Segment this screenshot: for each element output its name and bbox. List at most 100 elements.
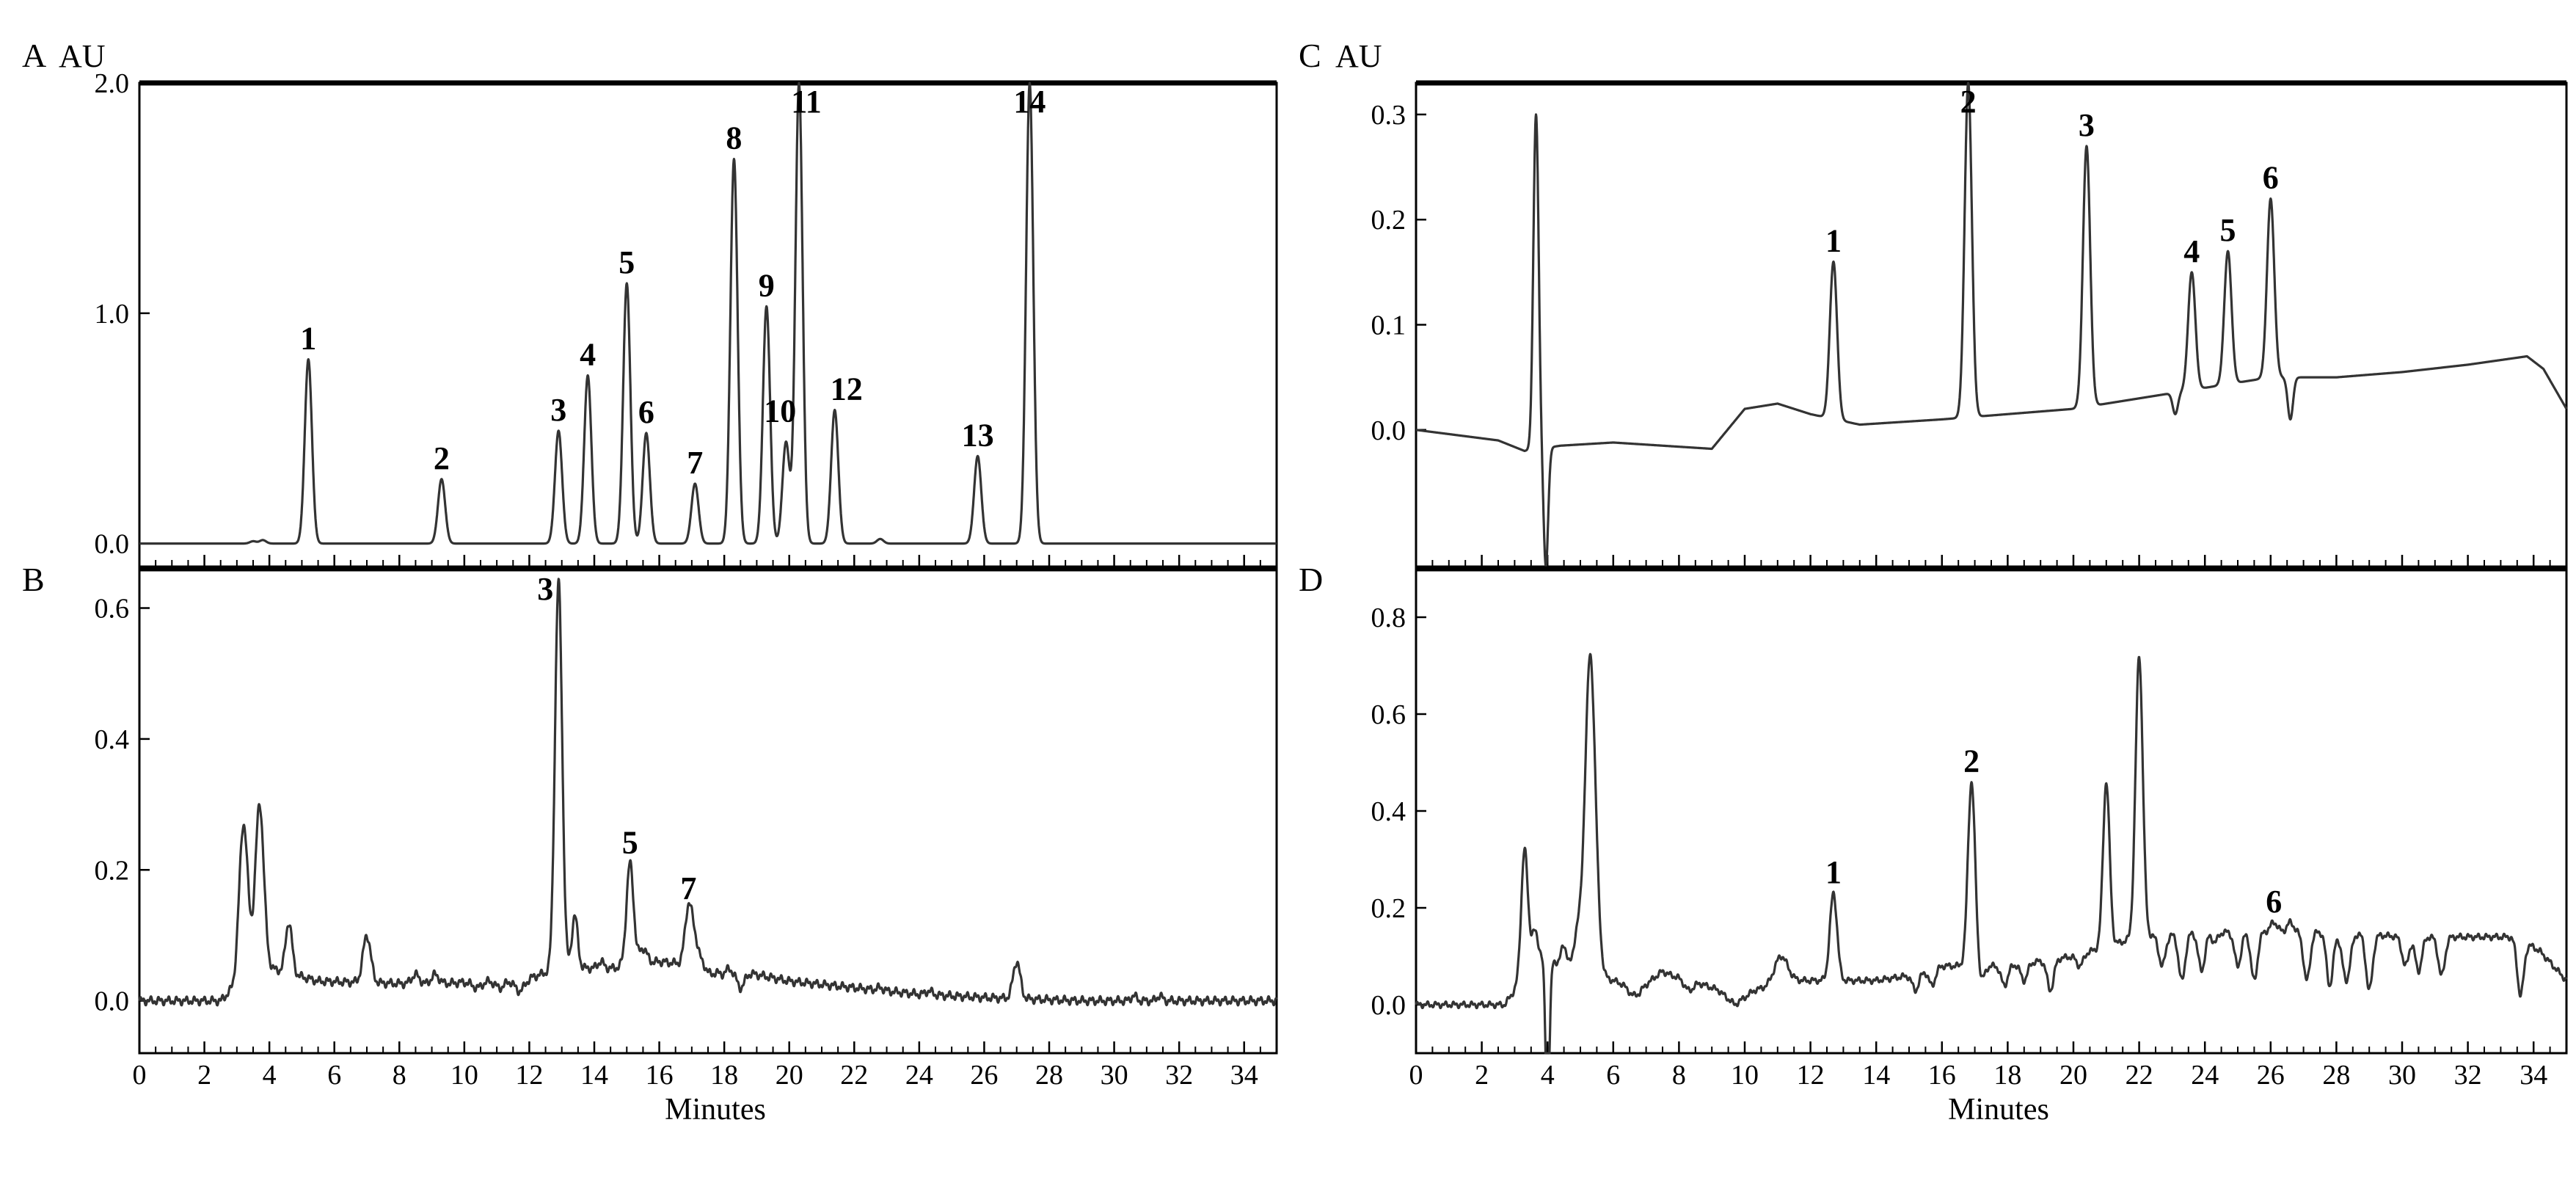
- panel-a-peak-label-6: 6: [638, 394, 654, 430]
- panel-d-trace: [1415, 652, 2568, 1055]
- panel-b-xtick-label: 20: [776, 1060, 803, 1091]
- panel-b-trace: [138, 578, 1278, 1007]
- panel-c-trace: [1415, 81, 2568, 568]
- panel-a-peak-label-5: 5: [619, 244, 635, 280]
- panel-c-xticks: [1415, 555, 2567, 567]
- panel-a-ytick-label: 0.0: [95, 529, 130, 560]
- panel-d-ytick-label: 0.2: [1371, 893, 1406, 924]
- panel-a-ytick-label: 2.0: [95, 68, 130, 99]
- panel-d-xtick-label: 14: [1862, 1060, 1890, 1091]
- panel-b-xtick-label: 4: [263, 1060, 277, 1091]
- panel-c-frame: [1415, 81, 2568, 568]
- panel-d-xlabel: Minutes: [1948, 1093, 2049, 1127]
- panel-a-peak-label-13: 13: [962, 417, 994, 453]
- panel-b-xtick-label: 30: [1101, 1060, 1128, 1091]
- panel-b-xlabel: Minutes: [665, 1093, 766, 1127]
- panel-d-ytick-label: 0.0: [1371, 990, 1406, 1021]
- panel-b-xtick-label: 22: [840, 1060, 868, 1091]
- panel-d-xtick-label: 12: [1797, 1060, 1825, 1091]
- panel-a-unit-label: AU: [59, 38, 106, 74]
- panel-a-peak-label-4: 4: [580, 337, 596, 373]
- panel-b-xtick-label: 34: [1230, 1060, 1258, 1091]
- panel-c-peak-label-4: 4: [2183, 233, 2200, 269]
- panel-a-trace: [138, 81, 1278, 545]
- panel-d-xtick-label: 8: [1672, 1060, 1686, 1091]
- panel-d-ytick-label: 0.8: [1371, 603, 1406, 633]
- panel-d-xtick-label: 10: [1731, 1060, 1759, 1091]
- panel-b-xticks: [138, 1041, 1277, 1053]
- panel-d-peak-label-1: 1: [1825, 854, 1842, 890]
- panel-d-xtick-label: 18: [1993, 1060, 2021, 1091]
- panel-d-ytick-label: 0.4: [1371, 796, 1406, 827]
- panel-d: D0.00.20.40.60.80 2 4 6 8 10 12 14 16 18 20 22 24 26 2…: [1299, 561, 2568, 1127]
- panel-a-ytick-label: 1.0: [95, 299, 130, 330]
- panel-d-xtick-label: 6: [1606, 1060, 1620, 1091]
- panel-b-ytick-label: 0.2: [95, 855, 130, 886]
- panel-b-letter: B: [22, 561, 45, 598]
- panel-d-xtick-label: 24: [2191, 1060, 2219, 1091]
- panel-c-peak-label-1: 1: [1825, 223, 1842, 259]
- panel-c: C AU 0.0 0.1 0.2 0.3 1 2 3 456: [1299, 37, 2568, 568]
- panel-a-peak-label-12: 12: [831, 371, 863, 407]
- panel-b-peak-label-5: 5: [622, 824, 638, 860]
- panel-a-peak-label-3: 3: [550, 392, 566, 428]
- panel-d-xtick-label: 34: [2520, 1060, 2547, 1091]
- panel-b-xtick-label: 14: [580, 1060, 608, 1091]
- panel-a-peak-label-7: 7: [687, 445, 703, 481]
- panel-b-xtick-label: 12: [515, 1060, 543, 1091]
- panel-a-xticks: [138, 555, 1277, 567]
- panel-a-letter: A: [22, 37, 46, 74]
- panel-d-letter: D: [1299, 561, 1323, 598]
- panel-b-xtick-label: 24: [905, 1060, 933, 1091]
- panel-c-peak-label-5: 5: [2220, 212, 2236, 248]
- panel-c-peak-label-3: 3: [2079, 107, 2095, 143]
- panel-c-ytick-label: 0.3: [1371, 100, 1406, 131]
- panel-d-xtick-label: 28: [2322, 1060, 2350, 1091]
- panel-d-xtick-label: 16: [1928, 1060, 1956, 1091]
- panel-b-peak-label-7: 7: [680, 870, 696, 906]
- panel-c-letter: C: [1299, 37, 1321, 74]
- panel-a-peak-label-9: 9: [759, 267, 775, 303]
- panel-d-xtick-label: 0: [1409, 1060, 1423, 1091]
- panel-b-xtick-label: 32: [1165, 1060, 1193, 1091]
- panel-b-xtick-label: 6: [327, 1060, 341, 1091]
- panel-b-xtick-label: 18: [710, 1060, 738, 1091]
- panel-d-xtick-label: 20: [2059, 1060, 2087, 1091]
- panel-d-xtick-label: 22: [2126, 1060, 2153, 1091]
- panel-d-frame: [1415, 567, 2568, 1055]
- panel-b-xtick-label: 28: [1035, 1060, 1063, 1091]
- panel-d-xtick-label: 2: [1475, 1060, 1489, 1091]
- panel-b-frame: [138, 567, 1278, 1055]
- panel-d-ytick-label: 0.6: [1371, 699, 1406, 730]
- panel-a-peak-label-10: 10: [764, 393, 796, 429]
- panel-d-xticks: [1415, 1041, 2567, 1053]
- panel-d-xtick-label: 26: [2257, 1060, 2285, 1091]
- panel-d-peak-label-6: 6: [2266, 884, 2282, 920]
- panel-c-peak-label-6: 6: [2263, 160, 2279, 196]
- panel-a-peak-label-2: 2: [434, 440, 450, 476]
- panel-d-xtick-label: 4: [1541, 1060, 1555, 1091]
- panel-b-ytick-label: 0.0: [95, 986, 130, 1017]
- panel-c-ytick-label: 0.0: [1371, 415, 1406, 446]
- panel-d-xtick-label: 32: [2454, 1060, 2482, 1091]
- panel-d-peak-label-2: 2: [1963, 743, 1980, 779]
- panel-a-peak-label-8: 8: [726, 120, 742, 156]
- panel-a-peak-label-1: 1: [300, 321, 316, 357]
- panel-b: B0.00.20.40.60 2 4 6 8 10 12 14 16 18 20 22 24 26 28 30…: [22, 561, 1278, 1127]
- panel-c-ytick-label: 0.2: [1371, 205, 1406, 236]
- panel-d-xtick-label: 30: [2388, 1060, 2416, 1091]
- panel-b-ytick-label: 0.4: [95, 724, 130, 755]
- panel-a-peak-label-14: 14: [1013, 84, 1046, 120]
- panel-b-xtick-label: 16: [646, 1060, 674, 1091]
- panel-b-peak-label-3: 3: [537, 571, 553, 607]
- panel-c-unit-label: AU: [1335, 38, 1382, 74]
- panel-b-xtick-label: 10: [450, 1060, 478, 1091]
- panel-b-xtick-label: 26: [970, 1060, 998, 1091]
- panel-b-xtick-label: 8: [393, 1060, 406, 1091]
- panel-b-xtick-label: 2: [197, 1060, 211, 1091]
- panel-b-xtick-label: 0: [133, 1060, 147, 1091]
- panel-c-ytick-label: 0.1: [1371, 310, 1406, 341]
- panel-c-peak-label-2: 2: [1960, 84, 1977, 120]
